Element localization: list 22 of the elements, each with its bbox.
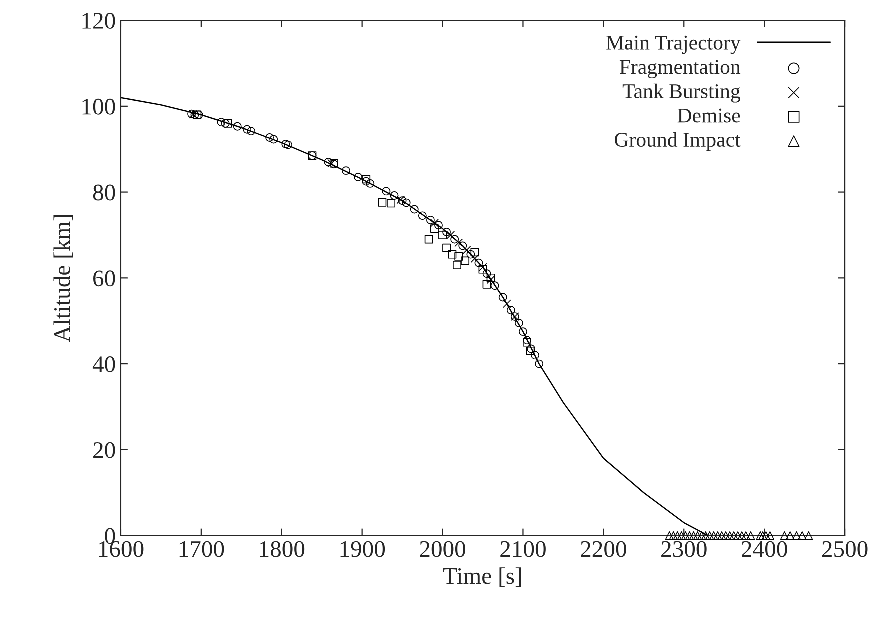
- legend-label: Demise: [678, 108, 740, 123]
- y-tick-label: 40: [92, 356, 116, 372]
- y-tick-label: 80: [93, 184, 116, 201]
- legend-label: Tank Bursting: [622, 84, 740, 103]
- legend-label: Main Trajectory: [606, 36, 741, 54]
- x-tick-label: 2400: [742, 541, 788, 558]
- y-tick-label: 60: [94, 270, 116, 287]
- x-tick-label: 2300: [662, 541, 707, 558]
- x-tick-label: 1900: [340, 541, 386, 558]
- x-tick-label: 1800: [260, 541, 305, 558]
- x-tick-label: 2200: [581, 541, 626, 558]
- x-tick-label: 2500: [822, 541, 868, 558]
- legend-label: Ground Impact: [615, 132, 741, 152]
- y-tick-label: 20: [94, 442, 116, 458]
- y-tick-label: 100: [82, 98, 116, 115]
- legend-label: Fragmentation: [620, 60, 741, 79]
- y-axis-title: Altitude [km]: [54, 215, 74, 343]
- x-axis-title: Time [s]: [444, 568, 522, 588]
- x-tick-label: 1700: [180, 541, 224, 558]
- y-tick-label: 120: [82, 13, 116, 29]
- x-tick-label: 2000: [420, 541, 466, 558]
- x-tick-label: 2100: [500, 541, 546, 558]
